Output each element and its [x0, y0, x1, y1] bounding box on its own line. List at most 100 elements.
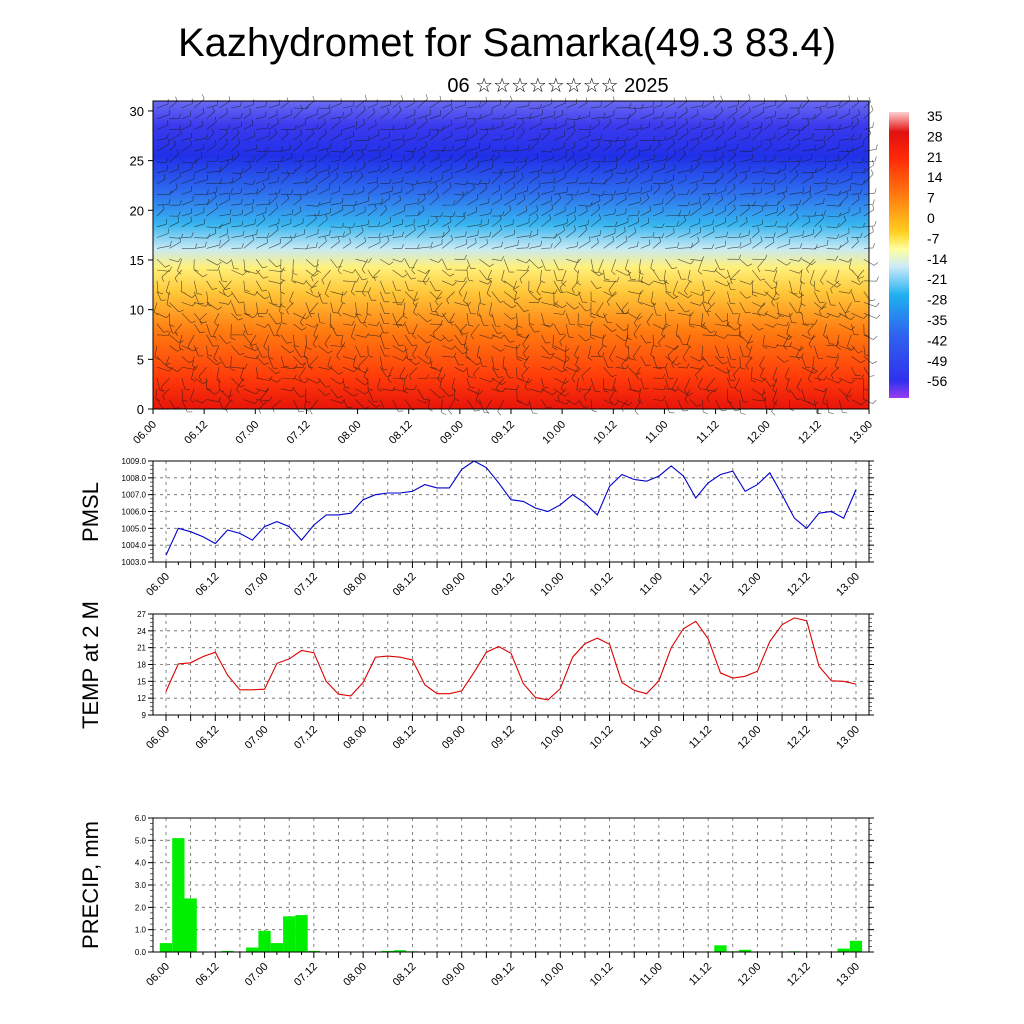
y-tick-label: 15: [137, 677, 146, 686]
y-tick-label: 18: [137, 661, 146, 670]
y-tick-label: 25: [130, 154, 144, 169]
x-tick-label: 13.00: [847, 419, 875, 447]
heatmap-x-axis: 06.00 06.12 07.00 07.12 08.00 08.12 09.00 09.12…: [131, 409, 875, 447]
x-tick-label: 11.12: [687, 961, 714, 988]
x-tick-label: 10.00: [538, 724, 566, 752]
precip-bar: [283, 916, 296, 952]
y-axis-label: PRECIP, mm: [78, 821, 103, 949]
x-tick-label: 06.12: [193, 724, 221, 752]
colorbar-label: -42: [927, 332, 947, 348]
colorbar-gradient: [889, 112, 909, 398]
colorbar-label: -21: [927, 271, 947, 287]
x-tick-label: 13.00: [834, 571, 862, 599]
y-tick-label: 21: [137, 644, 146, 653]
precip-bar: [246, 947, 259, 952]
x-tick-label: 08.00: [336, 419, 364, 447]
x-tick-label: 07.00: [233, 419, 261, 447]
x-tick-label: 11.00: [638, 724, 665, 751]
colorbar-label: -28: [927, 292, 947, 308]
x-tick-label: 08.00: [341, 961, 369, 989]
colorbar-label: -7: [927, 230, 940, 246]
y-tick-label: 1008.0: [122, 474, 147, 483]
x-tick-label: 06.12: [193, 961, 221, 989]
x-tick-label: 12.00: [736, 724, 764, 752]
y-tick-label: 1006.0: [122, 508, 147, 517]
precip-bar: [221, 950, 234, 952]
precip-panel: 0.0 1.0 2.0 3.0 4.0 5.0 6.0 06.00 06.12 07.00 07.1…: [78, 814, 874, 989]
y-tick-label: 1005.0: [122, 524, 147, 533]
precip-bar: [307, 950, 320, 952]
y-tick-label: 1007.0: [122, 491, 147, 500]
colorbar-label: 0: [927, 210, 935, 226]
colorbar: 35 28 21 14 7 0 -7 -14 -21 -28 -35 -42 -49 -56: [889, 108, 947, 398]
x-tick-label: 12.12: [785, 571, 813, 599]
y-axis-label: PMSL: [78, 482, 103, 542]
x-tick-label: 09.00: [440, 724, 468, 752]
y-tick-label: 15: [130, 253, 144, 268]
x-tick-label: 11.00: [643, 419, 670, 446]
y-tick-label: 0: [137, 402, 144, 417]
temp-2m-panel: 9 12 15 18 21 24 27 06.00 06.12 07.00 07.12 08.00 08…: [78, 601, 874, 752]
wind-barbs: [153, 93, 881, 416]
x-tick-label: 07.12: [292, 961, 320, 989]
x-tick-label: 13.00: [834, 961, 862, 989]
colorbar-label: 14: [927, 169, 943, 185]
x-tick-label: 10.12: [591, 419, 619, 447]
x-tick-label: 06.00: [131, 419, 159, 447]
x-tick-label: 08.12: [391, 724, 419, 752]
x-tick-label: 06.00: [144, 571, 172, 599]
series-line: [165, 460, 857, 556]
x-tick-label: 09.12: [489, 724, 517, 752]
colorbar-label: 7: [927, 190, 935, 206]
x-tick-label: 12.00: [745, 419, 773, 447]
x-tick-label: 09.00: [438, 419, 466, 447]
y-tick-label: 4.0: [135, 859, 147, 868]
precip-bar: [738, 949, 752, 952]
heatmap-y-axis: 0 5 10 15 20 25 30: [130, 104, 153, 417]
colorbar-labels: 35 28 21 14 7 0 -7 -14 -21 -28 -35 -42 -49 -56: [927, 108, 947, 389]
y-tick-label: 5: [137, 352, 144, 367]
precip-bar: [714, 945, 727, 952]
temperature-field: [153, 101, 869, 409]
precip-bar: [184, 898, 197, 952]
y-tick-label: 3.0: [135, 881, 147, 890]
y-tick-label: 24: [137, 627, 146, 636]
precip-bar: [172, 838, 185, 952]
precip-bar: [837, 948, 850, 952]
x-tick-label: 12.12: [785, 724, 813, 752]
x-tick-label: 10.12: [588, 571, 616, 599]
y-tick-label: 0.0: [135, 948, 147, 957]
x-tick-label: 09.12: [489, 571, 517, 599]
precip-bar: [270, 943, 283, 952]
series-line: [165, 617, 857, 701]
colorbar-label: -56: [927, 373, 947, 389]
x-tick-label: 12.00: [736, 571, 764, 599]
colorbar-label: 28: [927, 128, 943, 144]
x-tick-label: 08.12: [391, 961, 419, 989]
x-tick-label: 09.00: [440, 571, 468, 599]
temperature-wind-panel: 0 5 10 15 20 25 30 06.00 06.12 07.00 07.12 08.00 08…: [130, 93, 881, 447]
precip-bar: [393, 950, 407, 952]
x-tick-label: 08.12: [391, 571, 419, 599]
x-tick-label: 06.12: [193, 571, 221, 599]
x-tick-label: 11.12: [694, 419, 721, 446]
y-tick-label: 6.0: [135, 814, 147, 823]
colorbar-label: -35: [927, 312, 947, 328]
x-tick-label: 10.12: [588, 724, 616, 752]
y-tick-label: 30: [130, 104, 144, 119]
x-tick-label: 10.00: [540, 419, 568, 447]
x-tick-label: 07.12: [285, 419, 313, 447]
precip-bar: [159, 943, 173, 952]
x-tick-label: 08.00: [341, 724, 369, 752]
x-tick-label: 09.00: [440, 961, 468, 989]
y-tick-label: 1003.0: [122, 558, 147, 567]
x-tick-label: 10.00: [538, 961, 566, 989]
x-tick-label: 07.12: [292, 724, 320, 752]
x-tick-label: 12.12: [785, 961, 813, 989]
x-tick-label: 06.00: [144, 724, 172, 752]
precip-bar: [295, 915, 308, 952]
colorbar-label: 35: [927, 108, 943, 124]
x-tick-label: 10.00: [538, 571, 566, 599]
precip-bar: [258, 930, 271, 952]
